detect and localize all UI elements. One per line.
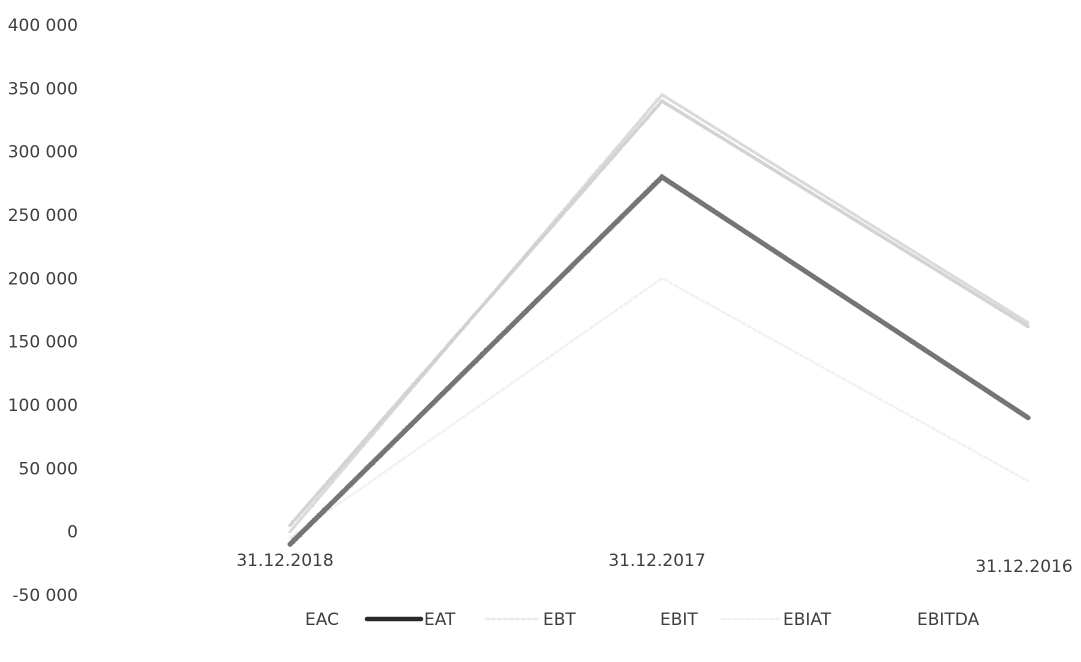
legend-label-ebit: EBIT (660, 610, 698, 630)
x-axis-ticks: 31.12.2018 31.12.2017 31.12.2016 (236, 551, 1072, 577)
y-tick-label: 200 000 (8, 269, 78, 289)
legend-label-ebiat: EBIAT (783, 610, 832, 630)
y-tick-label: 150 000 (8, 333, 78, 353)
y-tick-label: 0 (67, 523, 78, 543)
x-tick-label: 31.12.2016 (975, 557, 1072, 577)
series-line-eac (288, 92, 1030, 534)
series-lines (287, 92, 1031, 547)
legend-label-eac: EAC (305, 610, 339, 630)
y-tick-label: 50 000 (19, 459, 78, 479)
series-line-ebt (288, 177, 1030, 544)
y-tick-label: -50 000 (12, 586, 78, 606)
series-line-eat (287, 174, 1031, 547)
x-tick-label: 31.12.2017 (608, 551, 705, 571)
legend-label-ebitda: EBITDA (917, 610, 980, 630)
y-tick-label: 400 000 (8, 16, 78, 36)
y-tick-label: 300 000 (8, 143, 78, 163)
legend: EAC EAT EBT EBIT EBIAT EBITDA (238, 610, 980, 630)
y-axis-ticks: 400 000 350 000 300 000 250 000 200 000 150 0… (8, 16, 78, 606)
legend-label-eat: EAT (424, 610, 456, 630)
series-line-ebit (287, 173, 1031, 547)
y-tick-label: 250 000 (8, 206, 78, 226)
legend-label-ebt: EBT (543, 610, 576, 630)
y-tick-label: 350 000 (8, 79, 78, 99)
series-line-ebitda (288, 98, 1030, 528)
series-line-ebiat (288, 276, 1030, 540)
y-tick-label: 100 000 (8, 396, 78, 416)
x-tick-label: 31.12.2018 (236, 551, 333, 571)
